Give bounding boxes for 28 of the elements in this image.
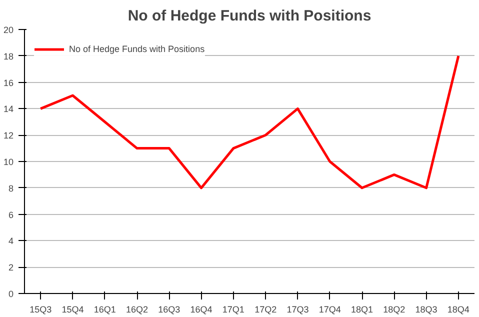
x-tick-label: 16Q2 [126,304,148,314]
y-tick-label: 20 [3,25,14,35]
chart-title: No of Hedge Funds with Positions [128,8,372,24]
x-tick-label: 17Q3 [286,304,309,314]
y-tick-label: 0 [8,289,14,299]
y-tick-label: 10 [3,157,14,167]
y-tick-label: 4 [8,236,14,246]
x-tick-label: 17Q1 [222,304,244,314]
y-tick-label: 8 [8,183,14,194]
line-series [39,54,460,190]
x-tick-label: 16Q1 [94,304,116,314]
x-tick-label: 17Q4 [318,304,341,314]
x-tick-label: 18Q3 [415,304,438,314]
y-tick-label: 14 [3,104,14,114]
x-tick-label: 16Q4 [190,304,212,314]
y-tick-label: 18 [3,51,14,62]
x-tick-label: 18Q2 [383,304,406,314]
y-tick-label: 6 [8,210,14,220]
legend-label: No of Hedge Funds with Positions [69,44,205,54]
y-tick-label: 2 [8,262,14,273]
x-tick-label: 15Q4 [62,304,84,314]
x-tick-label: 18Q4 [447,304,470,314]
x-tick-label: 15Q3 [30,304,52,314]
x-tick-label: 18Q1 [350,304,374,314]
y-tick-label: 16 [3,78,14,88]
y-tick-label: 12 [3,130,14,141]
x-tick-label: 16Q3 [158,304,180,314]
x-tick-label: 17Q2 [254,304,277,314]
